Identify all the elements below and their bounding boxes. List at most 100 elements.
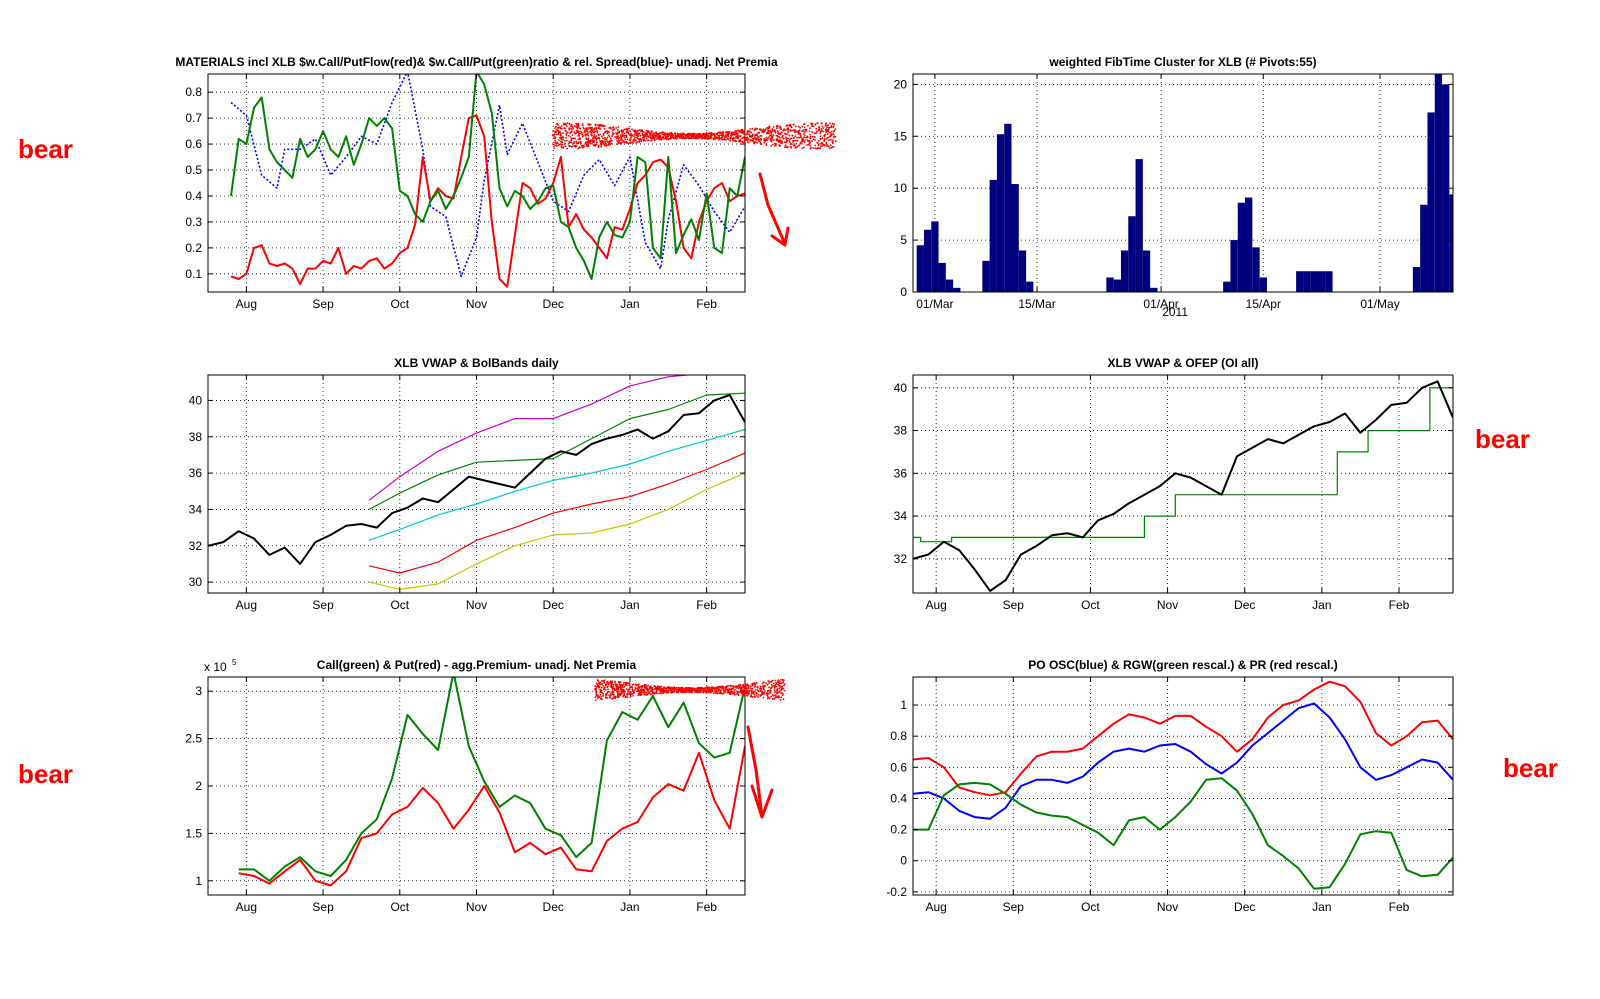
y-tick-label: -0.2 [886,885,907,899]
y-multiplier: x 10 [204,660,227,674]
chart-po_osc: PO OSC(blue) & RGW(green rescal.) & PR (… [886,658,1454,914]
chart-flow_ratio: MATERIALS incl XLB $w.Call/PutFlow(red)&… [175,55,778,311]
y-tick-label: 34 [189,502,203,516]
arrow-shaft [758,172,787,246]
ticks [913,677,1453,895]
y-tick-label: 30 [189,575,203,589]
grid [913,677,1453,895]
plot-area [230,74,745,288]
series-line [368,375,694,501]
y-tick-label: 0.7 [185,111,202,125]
chart-title: PO OSC(blue) & RGW(green rescal.) & PR (… [1028,658,1337,672]
grid [208,677,745,895]
series-line [913,380,1453,592]
x-tick-label: 15/Mar [1018,297,1055,311]
grid [208,375,745,593]
bar [1106,277,1114,292]
y-tick-label: 0.3 [185,215,202,229]
axes-box [912,374,1454,594]
x-tick-label: Dec [543,900,564,914]
y-tick-label: 0.8 [890,729,907,743]
x-tick-label: Jan [620,900,639,914]
bar [1252,247,1260,292]
y-tick-label: 40 [189,393,203,407]
x-tick-label: Aug [236,598,257,612]
bar [1259,277,1267,292]
arrow-head [750,784,774,819]
grid [913,74,1453,293]
bar [1223,281,1231,292]
ticks [913,375,1453,593]
bar [1120,250,1129,292]
bar [1113,279,1121,292]
bar [931,221,939,292]
series-line [230,74,745,280]
x-tick-label: Feb [696,598,717,612]
y-tick-label: 0.6 [890,760,907,774]
series-line [230,74,745,278]
x-tick-label: Oct [390,598,409,612]
y-tick-label: 20 [894,77,908,91]
x-tick-label: Jan [1312,598,1331,612]
x-tick-label: 01/Apr [1143,297,1178,311]
bar [1011,184,1019,292]
bear-label-top-left: bear [18,134,73,164]
bar [1296,271,1304,292]
y-tick-label: 5 [900,233,907,247]
x-tick-label: Nov [466,598,487,612]
plot-area [208,375,745,591]
y-tick-label: 3 [195,684,202,698]
bar [1325,271,1333,292]
y-tick-label: 1 [195,874,202,888]
plot-area [913,380,1453,592]
y-multiplier-exponent: 5 [232,658,237,667]
x-tick-label: Oct [390,900,409,914]
y-tick-label: 0.4 [185,189,202,203]
arrow-bottom [746,725,774,819]
grid [913,375,1453,593]
y-tick-label: 0.5 [185,163,202,177]
series-line [208,394,745,565]
bar [989,179,997,292]
bar [1018,250,1027,292]
y-tick-label: 0.8 [185,85,202,99]
x-tick-label: Aug [925,598,946,612]
x-tick-label: Oct [390,297,409,311]
axes-box [912,676,1454,896]
chart-vwap_bol: XLB VWAP & BolBands daily Aug Sep Oct Nov Dec… [189,356,746,612]
plot-area [916,74,1453,292]
series-line [238,746,745,887]
series-line [368,452,745,574]
bar [1150,287,1158,292]
y-tick-label: 0.4 [890,791,907,805]
x-tick-label: 01/Mar [916,297,953,311]
bar [982,260,990,292]
bear-label-mid-right: bear [1475,424,1530,454]
y-tick-label: 1 [900,698,907,712]
y-tick-label: 36 [189,466,203,480]
x-tick-label: Dec [543,297,564,311]
bar [1442,84,1450,292]
x-tick-label: Sep [1003,598,1025,612]
chart-title: weighted FibTime Cluster for XLB (# Pivo… [1048,55,1316,69]
y-tick-label: 0.2 [185,241,202,255]
series-line [230,114,745,288]
chart-title: XLB VWAP & BolBands daily [394,356,559,370]
y-tick-label: 36 [894,466,908,480]
x-tick-label: Feb [1389,900,1410,914]
y-tick-label: 0 [900,285,907,299]
bar [916,245,924,292]
bar [1004,123,1012,292]
bar [1318,271,1326,292]
bar [1412,267,1421,292]
x-tick-label: 15/Apr [1246,297,1281,311]
x-tick-label: Dec [1234,598,1255,612]
ticks [208,677,745,895]
chart-premium: Call(green) & Put(red) - agg.Premium- un… [185,658,746,914]
series-line [913,387,1453,543]
x-tick-label: Nov [1157,598,1178,612]
x-tick-label: Sep [312,297,334,311]
y-tick-label: 34 [894,509,908,523]
hand-scribble-bottom [594,678,786,702]
